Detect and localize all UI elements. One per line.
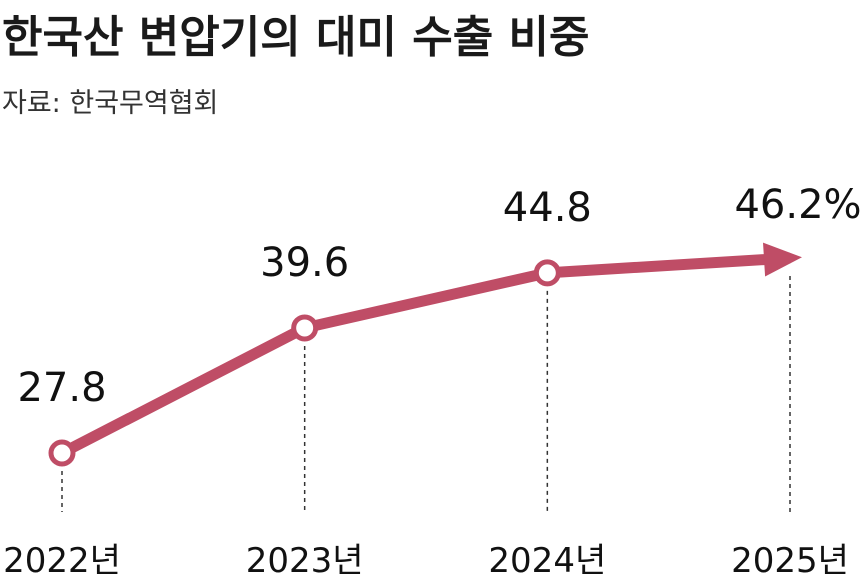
point xyxy=(533,259,561,287)
line xyxy=(59,252,791,458)
x-tick-label: 2024년 xyxy=(488,541,606,581)
point xyxy=(48,439,76,467)
arrowhead xyxy=(763,242,802,277)
value-label: 27.8 xyxy=(17,365,106,411)
point xyxy=(291,314,319,342)
value-label: 44.8 xyxy=(503,185,592,231)
x-tick-label: 2023년 xyxy=(246,541,364,581)
chart-title: 한국산 변압기의 대미 수출 비중 xyxy=(2,12,590,63)
chart-subtitle: 자료: 한국무역협회 xyxy=(2,88,218,119)
x-tick-label: 2025년 xyxy=(731,541,849,581)
value-label: 46.2% xyxy=(734,182,860,228)
x-tick-label: 2022년 xyxy=(3,541,121,581)
value-label: 39.6 xyxy=(260,240,349,286)
